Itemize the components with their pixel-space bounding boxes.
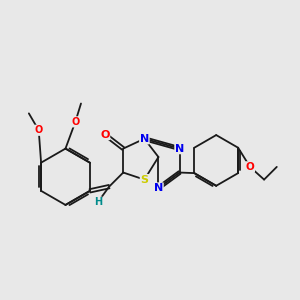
Text: O: O: [34, 125, 43, 135]
Text: N: N: [154, 183, 163, 193]
Text: O: O: [100, 130, 110, 140]
Text: S: S: [140, 175, 148, 184]
Text: H: H: [94, 197, 102, 207]
Text: O: O: [246, 162, 254, 172]
Text: N: N: [140, 134, 149, 144]
Text: O: O: [71, 117, 80, 127]
Text: N: N: [175, 144, 184, 154]
